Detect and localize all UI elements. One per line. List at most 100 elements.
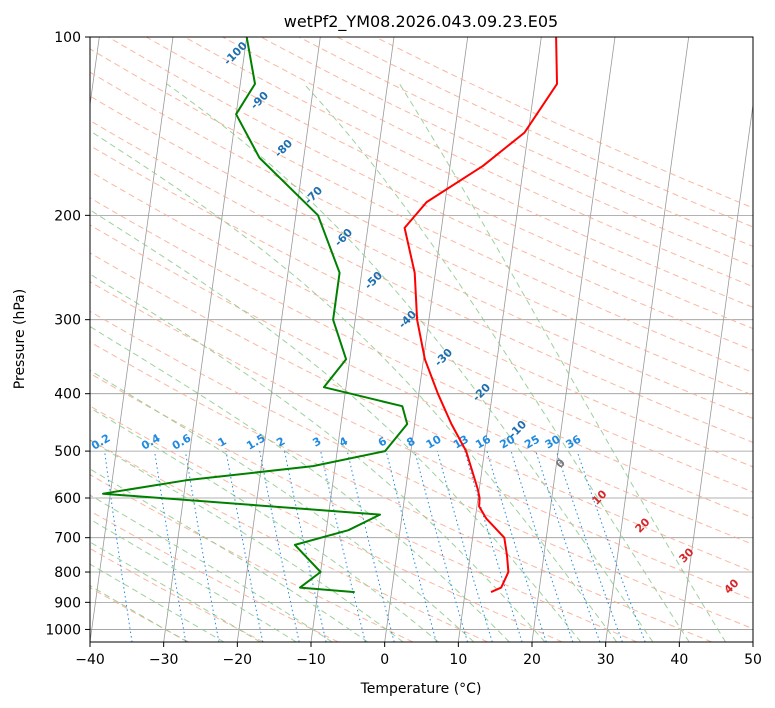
y-tick-label: 1000 [45, 622, 81, 638]
moist-adiabat-line [90, 439, 404, 642]
mixing-ratio-label: 36 [563, 432, 583, 451]
isotherm-line [752, 639, 753, 642]
y-tick-label: 900 [54, 595, 81, 611]
x-tick-label: 40 [670, 652, 688, 668]
dry-adiabat-label: -60 [332, 226, 355, 249]
mixing-ratio-label: 8 [404, 435, 417, 450]
dry-adiabat-line [260, 37, 753, 267]
x-tick-label: 10 [449, 652, 467, 668]
moist-adiabat-line [90, 518, 297, 642]
mixing-ratio-label: 1 [216, 435, 229, 450]
isotherm-line [605, 37, 690, 642]
dry-adiabat-label: -30 [432, 346, 455, 369]
isotherm-line [457, 37, 542, 642]
mixing-ratio-line [385, 450, 437, 642]
moist-adiabat-line [90, 494, 333, 642]
moist-adiabat-line [90, 541, 261, 642]
dry-adiabat-label: -90 [248, 89, 271, 112]
dry-adiabat-line [90, 281, 753, 601]
mixing-ratio-label: 4 [337, 434, 350, 449]
dry-adiabat-line [90, 145, 753, 468]
moist-adiabat-line [90, 209, 582, 642]
moist-adiabat-line [90, 468, 368, 642]
plot-frame [89, 36, 754, 643]
dry-adiabat-line [184, 37, 753, 308]
mixing-ratio-line [320, 450, 366, 642]
x-tick-label: −40 [75, 652, 105, 668]
dry-adiabat-line [336, 37, 753, 228]
mixing-ratio-label: 2 [274, 435, 287, 450]
dry-adiabat-line [90, 341, 712, 642]
mixing-ratio-label: 10 [424, 432, 444, 451]
moist-adiabat-line [90, 369, 475, 642]
dry-adiabat-line [90, 48, 753, 374]
temperature-profile-line [403, 37, 558, 594]
dry-adiabat-label: -80 [272, 137, 295, 160]
dry-adiabat-line [90, 474, 414, 642]
y-axis-title: Pressure (hPa) [12, 289, 28, 389]
moist-adiabat-label: 30 [677, 545, 697, 565]
dry-adiabat-line [90, 71, 753, 396]
mixing-ratio-label: 3 [310, 435, 323, 450]
moist-adiabat-label: 40 [722, 576, 742, 596]
y-tick-label: 800 [54, 565, 81, 581]
x-tick-label: −20 [223, 652, 253, 668]
moist-adiabat-line [90, 273, 546, 642]
dry-adiabat-line [298, 37, 753, 248]
moist-adiabat-line [90, 585, 188, 642]
moist-adiabat-line [90, 130, 618, 642]
mixing-ratio-line [184, 451, 220, 642]
dry-adiabat-line [90, 510, 339, 642]
mixing-ratio-label: 25 [522, 433, 542, 452]
mixing-ratio-label: 16 [473, 432, 493, 451]
isotherm-line [90, 37, 174, 642]
isotherm-line [90, 37, 100, 108]
mixing-ratio-line [414, 450, 468, 642]
dry-adiabat-line [146, 37, 753, 330]
y-tick-label: 300 [54, 313, 81, 329]
x-tick-label: 50 [744, 652, 762, 668]
background-lines: 0.1 0.2 0.4 0.6 1 1.5 2 3 4 6 8 10 13 16 20 25 30 36-100-… [89, 37, 753, 642]
x-tick-label: 30 [597, 652, 615, 668]
dry-adiabat-line [90, 310, 753, 630]
dry-adiabat-line [90, 405, 563, 642]
dry-adiabat-line [90, 119, 753, 443]
moist-adiabat-label: 20 [633, 515, 653, 535]
dry-adiabat-label: -50 [362, 269, 385, 292]
axes: −40 −30 −20 −10 0 10 20 30 40 50 100 200 300 400 500 60… [45, 30, 762, 668]
x-tick-label: −10 [296, 652, 326, 668]
chart-title: wetPf2_YM08.2026.043.09.23.E05 [284, 12, 558, 32]
x-tick-label: 20 [523, 652, 541, 668]
moist-adiabat-line [399, 83, 727, 642]
mixing-ratio-line [154, 451, 187, 642]
mixing-ratio-line [284, 450, 327, 642]
moist-adiabat-label: 10 [590, 487, 610, 507]
dry-adiabat-line [90, 170, 753, 493]
y-tick-label: 500 [54, 444, 81, 460]
mixing-ratio-label: 0.2 [89, 432, 112, 453]
moist-adiabat-line [90, 563, 225, 642]
isotherm-line [678, 101, 753, 642]
isotherm-line [236, 37, 321, 642]
mixing-ratio-line [436, 450, 493, 642]
profile-series [102, 37, 558, 594]
y-tick-label: 200 [54, 208, 81, 224]
y-tick-label: 600 [54, 491, 81, 507]
dry-adiabat-line [90, 95, 753, 420]
dry-adiabat-line [90, 439, 488, 642]
mixing-ratio-line [464, 450, 523, 642]
x-tick-label: 0 [380, 652, 389, 668]
y-tick-label: 400 [54, 387, 81, 403]
x-tick-label: −30 [149, 652, 179, 668]
mixing-ratio-line [555, 450, 623, 642]
dry-adiabat-line [90, 197, 753, 519]
mixing-ratio-line [486, 450, 547, 642]
mixing-ratio-line [346, 450, 395, 642]
isotherm-line [163, 37, 248, 642]
dewpoint-profile-line [102, 37, 409, 594]
moist-adiabat-line [90, 325, 510, 642]
dry-adiabat-line [375, 37, 753, 209]
dry-adiabat-line [222, 37, 753, 288]
isotherm-line [531, 37, 616, 642]
